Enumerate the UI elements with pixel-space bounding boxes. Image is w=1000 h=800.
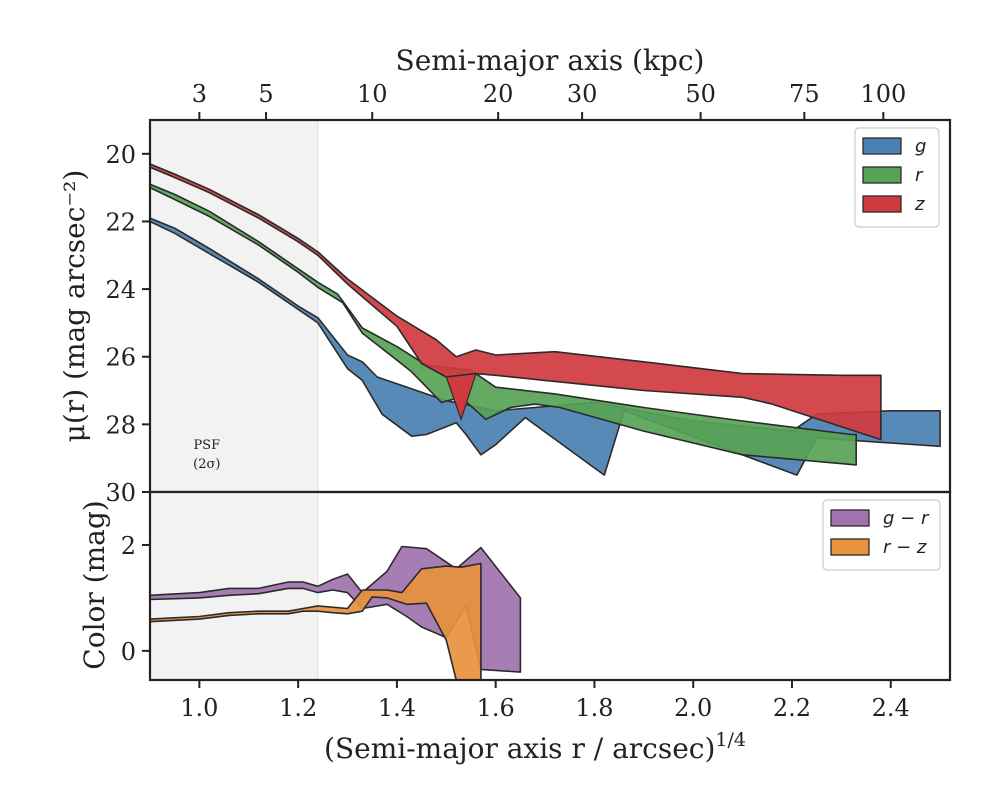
legend-label-z: z — [914, 194, 925, 215]
y-tick-label: 30 — [105, 479, 136, 507]
series-z-band-fold — [445, 372, 477, 422]
x-axis-title: (Semi-major axis r / arcsec)1/4 — [324, 729, 746, 765]
x-axis-ticks: 1.0 1.2 1.4 1.6 1.8 2.0 2.2 2.4 — [180, 680, 910, 722]
y-tick-label: 24 — [105, 276, 136, 304]
y-tick-label: 20 — [105, 141, 136, 169]
surface-brightness-panel: 20 22 24 26 28 30 3 5 10 20 30 50 75 100 PSF (2σ) Se… — [58, 44, 952, 507]
color-y-tick-label: 0 — [121, 638, 136, 666]
top-tick-label: 50 — [685, 80, 716, 108]
legend-swatch-r-z — [830, 538, 870, 556]
top-tick-label: 10 — [357, 80, 388, 108]
psf-label-line2: (2σ) — [193, 457, 220, 472]
color-panel: 02 1.0 1.2 1.4 1.6 1.8 2.0 2.2 2.4 (Semi-major … — [78, 490, 952, 765]
legend-swatch-r — [862, 166, 902, 184]
x-tick-label: 2.2 — [773, 694, 811, 722]
legend-bands: grz — [854, 127, 940, 228]
legend-swatch-z — [862, 195, 902, 213]
surface-brightness-series — [150, 163, 941, 476]
legend-swatch-g — [862, 137, 902, 155]
psf-shaded-region — [149, 119, 319, 493]
x-tick-label: 1.0 — [180, 694, 218, 722]
color-y-axis-ticks: 02 — [121, 532, 150, 666]
x-axis-title-text: (Semi-major axis r / arcsec) — [324, 732, 715, 765]
legend-colors: g − r r − z — [822, 499, 941, 571]
bottom-panel-frame — [148, 490, 952, 682]
legend-label-r: r — [915, 165, 924, 186]
x-tick-label: 1.4 — [378, 694, 416, 722]
top-tick-label: 75 — [789, 80, 820, 108]
y-axis-title-surface-brightness: μ(r) (mag arcsec⁻²) — [58, 170, 91, 443]
color-series-r-z-band — [150, 562, 482, 680]
legend-swatch-g-r — [830, 509, 870, 527]
y-tick-label: 22 — [105, 208, 136, 236]
top-tick-label: 5 — [258, 80, 273, 108]
y-tick-label: 26 — [105, 344, 136, 372]
legend-label-g-r: g − r — [883, 508, 930, 529]
top-tick-label: 30 — [567, 80, 598, 108]
top-axis-ticks: 3 5 10 20 30 50 75 100 — [192, 80, 906, 120]
top-tick-label: 100 — [860, 80, 906, 108]
x-tick-label: 1.2 — [279, 694, 317, 722]
x-axis-title-exponent: 1/4 — [715, 729, 746, 751]
color-y-tick-label: 2 — [121, 532, 136, 560]
legend-label-g: g — [915, 136, 926, 157]
x-tick-label: 1.6 — [477, 694, 515, 722]
y-tick-label: 28 — [105, 411, 136, 439]
top-axis-title: Semi-major axis (kpc) — [396, 44, 705, 77]
legend-label-r-z: r − z — [883, 537, 927, 558]
psf-label-line1: PSF — [193, 438, 220, 453]
series-z-band — [150, 163, 882, 441]
top-tick-label: 20 — [483, 80, 514, 108]
y-axis-ticks: 20 22 24 26 28 30 — [105, 141, 150, 507]
top-tick-label: 3 — [192, 80, 207, 108]
series-r-band — [150, 183, 858, 466]
x-tick-label: 2.4 — [872, 694, 910, 722]
y-axis-title-color: Color (mag) — [78, 500, 111, 669]
color-series — [150, 545, 522, 680]
x-tick-label: 2.0 — [674, 694, 712, 722]
x-tick-label: 1.8 — [575, 694, 613, 722]
